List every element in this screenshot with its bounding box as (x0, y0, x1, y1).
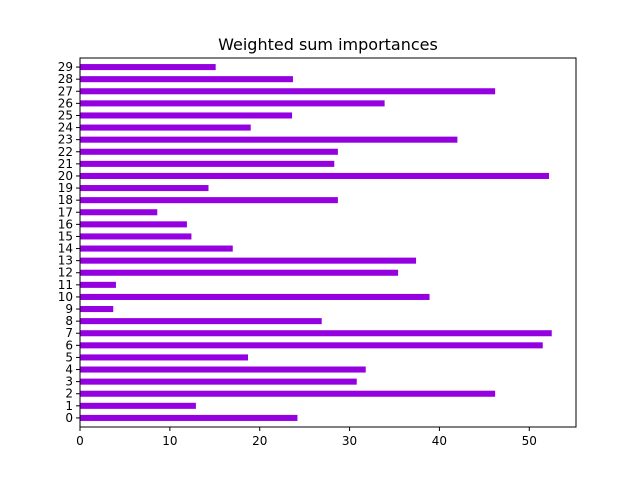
bar-25 (80, 112, 293, 119)
y-tick-label: 13 (58, 254, 73, 268)
bar-8 (80, 318, 322, 325)
y-tick-label: 17 (58, 205, 73, 219)
bar-20 (80, 172, 550, 179)
bar-21 (80, 160, 335, 167)
y-tick-label: 29 (58, 60, 73, 74)
y-tick-label: 27 (58, 84, 73, 98)
y-tick-label: 8 (65, 314, 73, 328)
y-tick-label: 16 (58, 217, 73, 231)
y-tick-label: 6 (65, 338, 73, 352)
y-tick-label: 21 (58, 157, 73, 171)
bar-18 (80, 197, 338, 204)
x-tick-label: 40 (432, 434, 447, 448)
bar-28 (80, 76, 293, 83)
y-tick-label: 26 (58, 96, 73, 110)
y-tick-label: 10 (58, 290, 73, 304)
x-tick-label: 50 (522, 434, 537, 448)
bar-6 (80, 342, 543, 349)
bars-group (80, 64, 552, 421)
y-axis: 0123456789101112131415161718192021222324… (58, 60, 80, 425)
x-tick-label: 0 (76, 434, 84, 448)
y-tick-label: 18 (58, 193, 73, 207)
y-tick-label: 3 (65, 375, 73, 389)
y-tick-label: 0 (65, 411, 73, 425)
bar-24 (80, 124, 251, 131)
bar-4 (80, 366, 366, 373)
y-tick-label: 28 (58, 72, 73, 86)
bar-2 (80, 390, 496, 397)
y-tick-label: 11 (58, 278, 73, 292)
chart-title: Weighted sum importances (218, 35, 438, 54)
bar-5 (80, 354, 249, 361)
bar-22 (80, 148, 338, 155)
bar-11 (80, 281, 116, 288)
bar-3 (80, 378, 357, 385)
bar-23 (80, 136, 458, 143)
y-tick-label: 1 (65, 399, 73, 413)
bar-7 (80, 330, 552, 337)
bar-0 (80, 414, 298, 421)
bar-29 (80, 64, 216, 71)
bar-19 (80, 185, 209, 192)
bar-15 (80, 233, 192, 240)
x-tick-label: 20 (252, 434, 267, 448)
y-tick-label: 19 (58, 181, 73, 195)
y-tick-label: 23 (58, 133, 73, 147)
x-axis: 0 10 20 30 40 50 (76, 427, 537, 448)
plot-frame (79, 57, 577, 428)
x-tick-label: 10 (162, 434, 177, 448)
y-tick-label: 12 (58, 266, 73, 280)
bar-17 (80, 209, 158, 216)
bar-1 (80, 402, 196, 409)
y-tick-label: 15 (58, 229, 73, 243)
bar-26 (80, 100, 385, 107)
y-tick-label: 22 (58, 145, 73, 159)
y-tick-label: 4 (65, 363, 73, 377)
bar-12 (80, 269, 399, 276)
y-tick-label: 25 (58, 108, 73, 122)
bar-13 (80, 257, 417, 264)
y-tick-label: 14 (58, 242, 73, 256)
x-tick-label: 30 (342, 434, 357, 448)
bar-14 (80, 245, 233, 252)
y-tick-label: 7 (65, 326, 73, 340)
bar-27 (80, 88, 496, 95)
y-tick-label: 24 (58, 121, 73, 135)
y-tick-label: 5 (65, 350, 73, 364)
bar-16 (80, 221, 187, 228)
y-tick-label: 9 (65, 302, 73, 316)
y-tick-label: 2 (65, 387, 73, 401)
bar-10 (80, 293, 430, 300)
bar-9 (80, 306, 114, 313)
y-tick-label: 20 (58, 169, 73, 183)
